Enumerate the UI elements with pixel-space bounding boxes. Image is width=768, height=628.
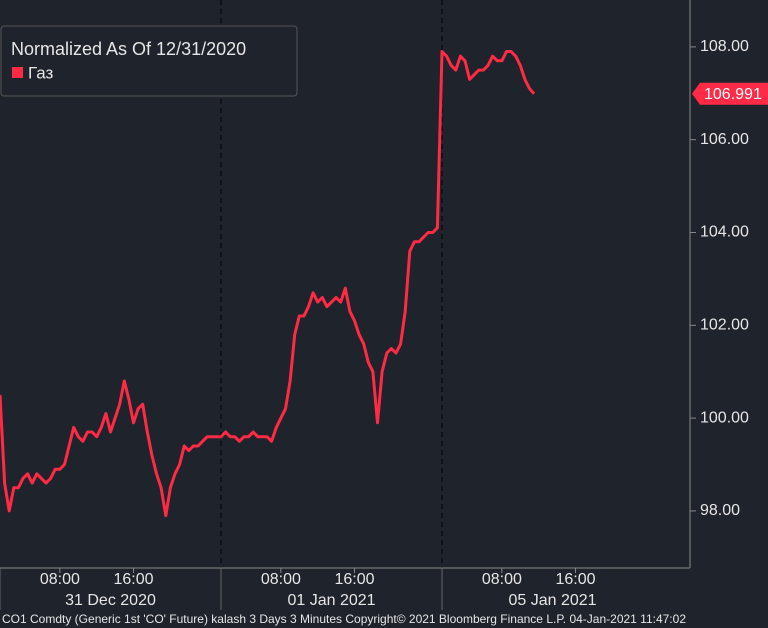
date-label: 31 Dec 2020 bbox=[65, 592, 156, 609]
legend-title: Normalized As Of 12/31/2020 bbox=[11, 39, 246, 59]
x-tick-label: 08:00 bbox=[261, 571, 301, 588]
y-tick-label: 98.00 bbox=[700, 502, 740, 519]
y-tick-label: 106.00 bbox=[700, 131, 749, 148]
y-tick-label: 100.00 bbox=[700, 409, 749, 426]
x-tick-label: 16:00 bbox=[334, 571, 374, 588]
last-value-box bbox=[692, 82, 768, 105]
date-label: 05 Jan 2021 bbox=[508, 592, 596, 609]
legend-swatch bbox=[12, 67, 23, 78]
date-label: 01 Jan 2021 bbox=[287, 592, 375, 609]
y-tick-label: 102.00 bbox=[700, 317, 749, 334]
legend-box bbox=[0, 25, 298, 97]
y-tick-label: 104.00 bbox=[700, 224, 749, 241]
legend-label: Газ bbox=[28, 63, 54, 82]
line bbox=[0, 50, 536, 518]
footer: CO1 Comdty (Generic 1st 'CO' Future) kal… bbox=[2, 612, 686, 626]
x-tick-label: 08:00 bbox=[40, 571, 80, 588]
x-tick-label: 08:00 bbox=[482, 571, 522, 588]
x-tick-label: 16:00 bbox=[555, 571, 595, 588]
x-tick-label: 16:00 bbox=[113, 571, 153, 588]
legend: Normalized As Of 12/31/2020 Газ bbox=[0, 25, 298, 97]
last-value-label: 106.991 bbox=[704, 86, 762, 103]
y-tick-label: 108.00 bbox=[700, 38, 749, 55]
